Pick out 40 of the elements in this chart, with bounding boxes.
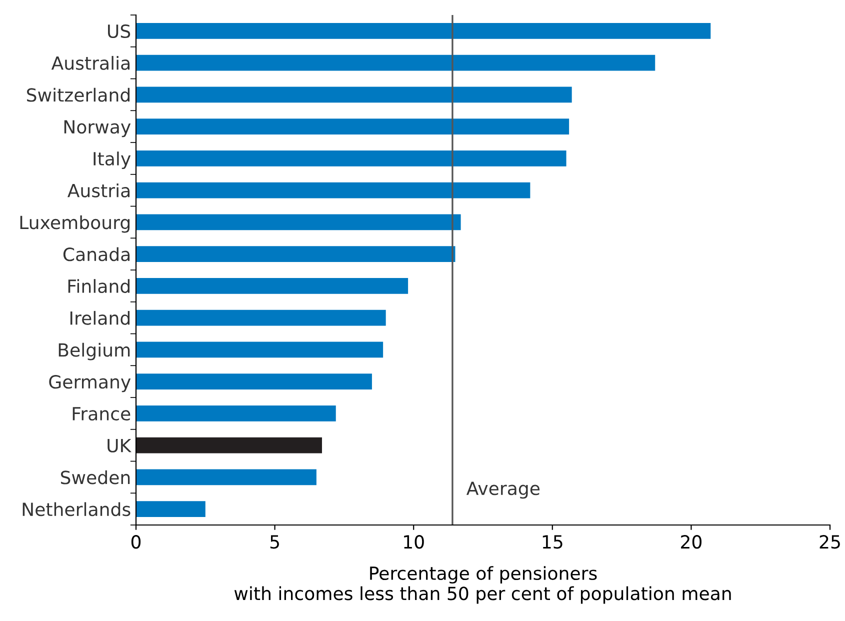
y-tick-label: Germany [49,375,131,392]
bar [136,22,711,39]
y-tick-label: Australia [51,56,130,70]
y-tick-label: Italy [94,152,131,170]
bar [136,54,656,71]
bar [136,150,566,166]
y-tick-label: Finland [68,279,130,294]
y-tick-label: US [108,24,130,38]
y-tick-label: Ireland [70,310,130,325]
y-tick-label: Canada [63,247,130,262]
bar [136,246,456,262]
x-tick-label: 15 [542,535,562,549]
bar [136,182,530,198]
bar [136,342,384,358]
y-tick-label: Sweden [60,470,130,484]
x-tick-label: 20 [681,535,702,549]
y-tick-label: Switzerland [27,88,130,102]
y-tick-label: Norway [64,120,131,138]
bar [136,469,316,486]
ref-line-label: Average [466,482,540,499]
y-tick-label: Luxembourg [20,215,130,233]
bar [136,118,570,135]
x-tick-label: 0 [131,535,141,549]
bar [136,405,336,422]
x-tick-label: 25 [820,535,840,549]
y-tick-label: Netherlands [22,502,130,516]
bar [136,278,408,294]
y-tick-label: Belgium [58,342,130,360]
bar [136,214,461,230]
bar [136,501,206,518]
x-axis-title: Percentage of pensioners with incomes less than 50 per cent of population mean [234,566,731,604]
bar [136,437,322,454]
x-tick-label: 10 [404,535,424,549]
y-tick-label: France [72,407,130,421]
y-tick-label: UK [108,439,132,452]
y-tick-label: Austria [68,183,130,198]
x-tick-label: 5 [270,535,279,549]
bar [136,86,572,103]
bar [136,310,386,326]
bar [136,374,372,390]
